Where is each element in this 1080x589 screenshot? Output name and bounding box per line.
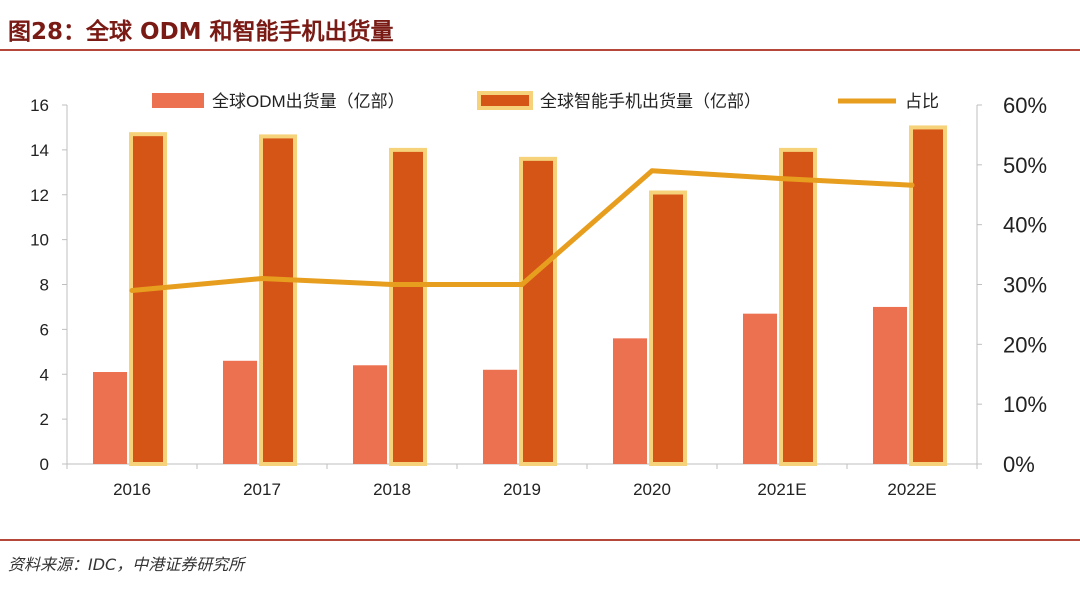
x-tick-label: 2020: [633, 480, 671, 499]
left-tick-label: 14: [30, 141, 49, 160]
legend-swatch-smartphone: [477, 91, 533, 110]
smartphone-bar: [389, 147, 427, 466]
odm-bar: [93, 372, 127, 464]
share-point: [649, 168, 655, 174]
smartphone-bar: [259, 134, 297, 466]
smartphone-bar: [519, 156, 557, 466]
legend-swatch-odm: [152, 93, 204, 108]
smartphone-bar: [129, 132, 167, 466]
legend-label-odm: 全球ODM出货量（亿部）: [212, 92, 405, 111]
x-tick-label: 2017: [243, 480, 281, 499]
left-tick-label: 6: [40, 320, 49, 339]
left-tick-label: 8: [40, 276, 49, 295]
right-tick-label: 30%: [1003, 273, 1047, 298]
odm-bar: [743, 313, 777, 464]
odm-bar: [223, 360, 257, 464]
chart-area: 0 2 4 6 8 10 12 14 16 0% 10% 20% 30% 40% 50% 60% 2016 201…: [0, 52, 1080, 537]
left-tick-label: 2: [40, 410, 49, 429]
left-tick-label: 12: [30, 186, 49, 205]
right-tick-label: 50%: [1003, 153, 1047, 178]
header-rule: [0, 49, 1080, 51]
share-point: [389, 282, 395, 287]
chart-svg: 0 2 4 6 8 10 12 14 16 0% 10% 20% 30% 40% 50% 60% 2016 201…: [30, 91, 1047, 499]
legend-label-smartphone: 全球智能手机出货量（亿部）: [540, 92, 761, 111]
x-tick-label: 2018: [373, 480, 411, 499]
right-tick-label: 40%: [1003, 213, 1047, 238]
share-point: [259, 276, 265, 282]
right-tick-label: 10%: [1003, 392, 1047, 417]
smartphone-bar: [909, 125, 947, 466]
left-tick-label: 0: [40, 455, 49, 474]
x-tick-label: 2022E: [887, 480, 936, 499]
left-tick-label: 4: [40, 365, 49, 384]
share-point: [779, 176, 785, 182]
legend-label-share: 占比: [905, 92, 939, 111]
source-note: 资料来源：IDC，中港证券研究所: [8, 555, 245, 574]
odm-bar: [483, 369, 517, 464]
footer-rule: [0, 539, 1080, 541]
x-tick-label: 2016: [113, 480, 151, 499]
x-tick-label: 2021E: [757, 480, 806, 499]
odm-bar: [353, 365, 387, 464]
right-tick-label: 60%: [1003, 93, 1047, 118]
right-tick-label: 0%: [1003, 452, 1035, 477]
right-tick-label: 20%: [1003, 332, 1047, 357]
odm-bar: [613, 338, 647, 464]
left-tick-label: 16: [30, 96, 49, 115]
share-point: [519, 282, 525, 287]
smartphone-bar: [779, 147, 817, 466]
figure-title: 图28：全球 ODM 和智能手机出货量: [8, 19, 394, 45]
x-tick-label: 2019: [503, 480, 541, 499]
share-point: [909, 182, 915, 188]
figure-header: 图28：全球 ODM 和智能手机出货量: [0, 0, 1080, 50]
left-tick-label: 10: [30, 231, 49, 250]
smartphone-bar: [649, 190, 687, 466]
share-point: [129, 287, 135, 293]
odm-bar: [873, 306, 907, 464]
